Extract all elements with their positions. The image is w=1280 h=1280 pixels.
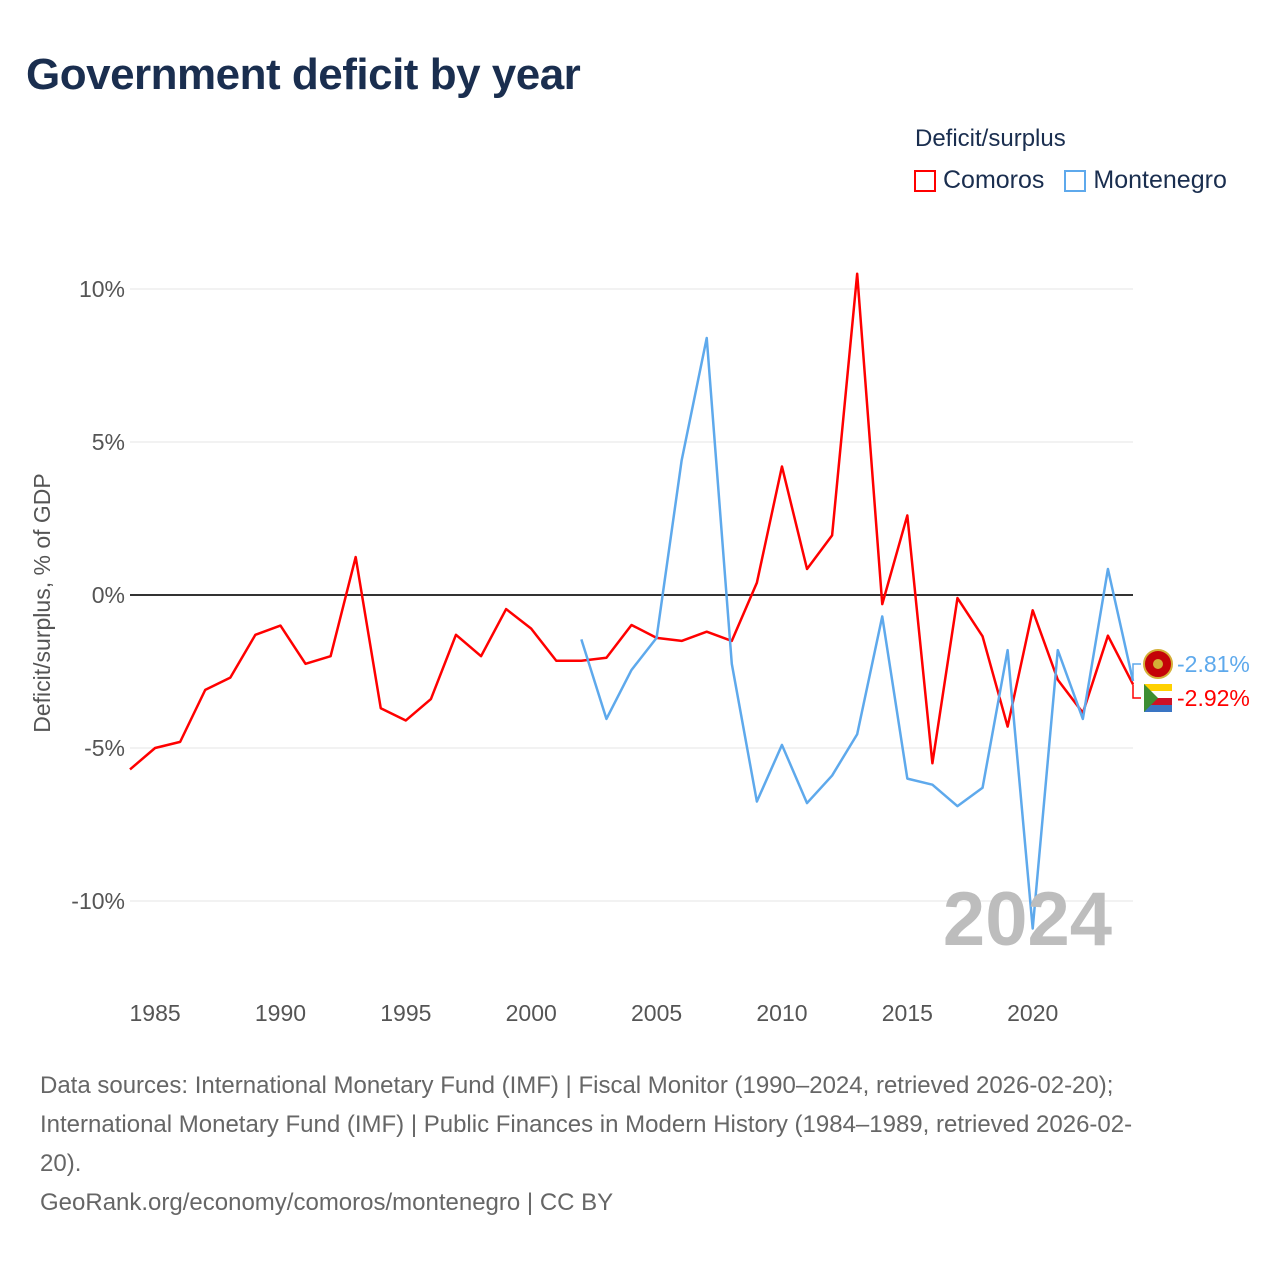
y-tick-label: -10% <box>71 888 125 914</box>
source-line: International Monetary Fund (IMF) | Publ… <box>40 1111 1133 1138</box>
x-tick-label: 1995 <box>380 1000 431 1026</box>
flag-stripe <box>1144 691 1172 698</box>
end-value-label: -2.81% <box>1177 651 1250 677</box>
x-tick-label: 1990 <box>255 1000 306 1026</box>
legend-item-comoros[interactable]: Comoros <box>914 166 1044 195</box>
end-value-label: -2.92% <box>1177 685 1250 711</box>
attribution-link[interactable]: GeoRank.org/economy/comoros/montenegro |… <box>40 1189 614 1216</box>
flag-emblem-icon <box>1153 659 1163 669</box>
x-tick-label: 2015 <box>882 1000 933 1026</box>
x-tick-label: 2000 <box>506 1000 557 1026</box>
flag-triangle <box>1144 684 1158 712</box>
legend-label: Comoros <box>943 166 1045 194</box>
legend-swatch-montenegro <box>1064 169 1087 192</box>
y-tick-label: 10% <box>79 276 125 302</box>
x-tick-label: 1985 <box>129 1000 180 1026</box>
x-tick-label: 2010 <box>756 1000 807 1026</box>
source-notes: Data sources: International Monetary Fun… <box>40 1066 1240 1222</box>
y-tick-label: -5% <box>84 735 125 761</box>
legend-swatch-comoros <box>914 169 936 192</box>
y-tick-label: 0% <box>92 582 125 608</box>
y-tick-label: 5% <box>92 429 125 455</box>
x-tick-label: 2005 <box>631 1000 682 1026</box>
x-tick-label: 2020 <box>1007 1000 1058 1026</box>
year-watermark: 2024 <box>943 877 1112 962</box>
flag-stripe <box>1144 705 1172 712</box>
series-line-montenegro <box>580 336 1135 930</box>
legend-title: Deficit/surplus <box>915 125 1066 152</box>
chart-title: Government deficit by year <box>26 50 581 99</box>
legend: Comoros Montenegro <box>914 166 1227 195</box>
series-line-comoros <box>129 272 1135 771</box>
end-label-connector <box>1132 663 1141 681</box>
flag-stripe <box>1144 698 1172 705</box>
source-line: 20). <box>40 1150 82 1177</box>
source-line: Data sources: International Monetary Fun… <box>40 1072 1114 1099</box>
legend-item-montenegro[interactable]: Montenegro <box>1064 166 1227 195</box>
comoros-flag-icon <box>1144 684 1172 691</box>
end-label-connector <box>1132 684 1141 699</box>
legend-label: Montenegro <box>1093 166 1227 194</box>
y-axis-label: Deficit/surplus, % of GDP <box>29 473 55 732</box>
